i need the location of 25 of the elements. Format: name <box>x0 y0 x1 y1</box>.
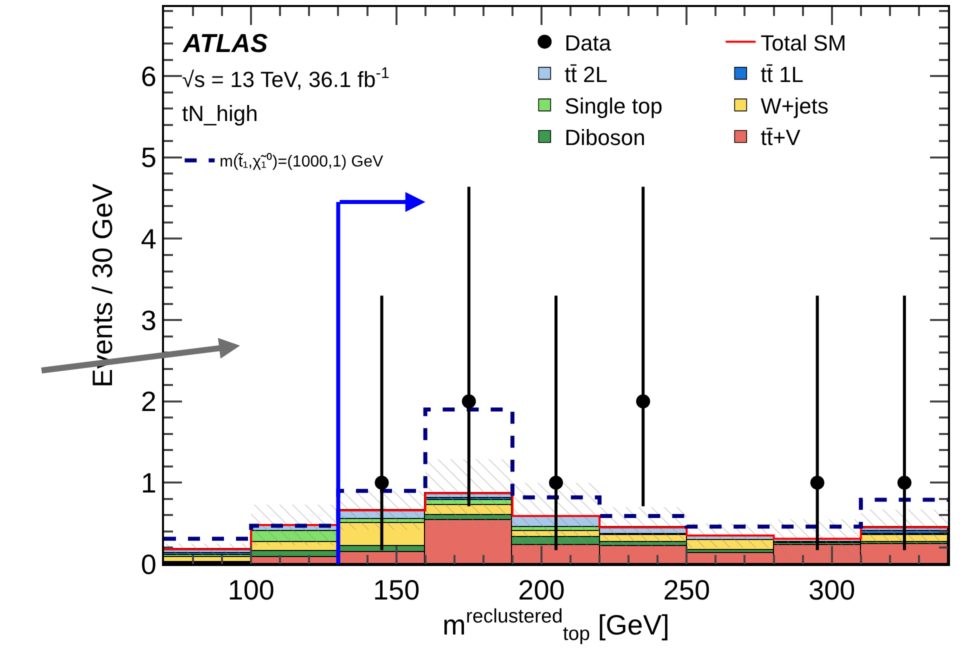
y-tick-label: 2 <box>140 386 156 418</box>
x-axis-title: m$^{reclustered}$$_{top}$ [GeV] <box>442 606 670 646</box>
legend-label: Single top <box>564 94 662 119</box>
annotation: tN_high <box>182 101 258 126</box>
y-tick-label: 6 <box>140 60 156 92</box>
legend-label: m(t̃₁,χ̃₁⁰)=(1000,1) GeV <box>220 152 384 171</box>
annotation: √s = 13 TeV, 36.1 fb$^{-1}$ <box>182 65 390 92</box>
y-tick-label: 1 <box>140 467 156 498</box>
x-tick-label: 300 <box>808 574 856 606</box>
legend-label: tt̄+V <box>760 125 801 150</box>
legend-label: Total SM <box>760 30 846 56</box>
legend-label: tt̄ 2L <box>564 62 608 87</box>
x-tick-label: 250 <box>663 574 710 606</box>
y-tick-label: 5 <box>140 142 156 174</box>
legend-label: tt̄ 1L <box>760 62 804 87</box>
x-tick-label: 150 <box>372 574 420 606</box>
legend-label: Diboson <box>564 125 646 150</box>
y-tick-label: 4 <box>140 224 156 255</box>
x-tick-label: 100 <box>228 574 274 606</box>
annotation: ATLAS <box>182 28 268 58</box>
y-tick-label: 3 <box>140 304 156 336</box>
legend-label: W+jets <box>760 94 828 119</box>
y-tick-label: 0 <box>140 548 156 580</box>
legend-label: Data <box>564 30 612 56</box>
x-tick-label: 200 <box>518 574 565 606</box>
